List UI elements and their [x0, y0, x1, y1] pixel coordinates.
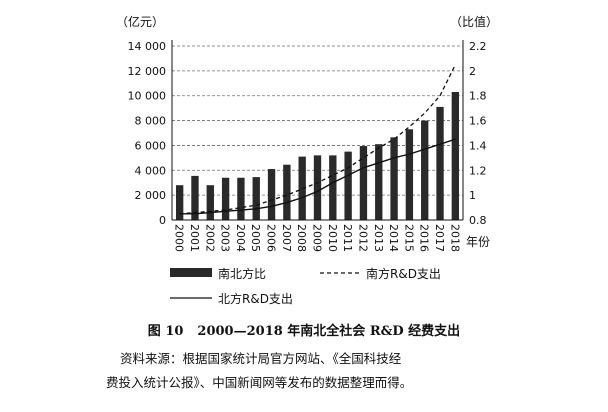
- bar: [283, 164, 291, 220]
- bar: [237, 177, 245, 220]
- left-axis-tick-label: 0: [159, 214, 166, 227]
- bar-series: [175, 91, 460, 220]
- x-axis-tick-label: 2011: [341, 224, 354, 252]
- right-axis-tick-label: 1.2: [469, 164, 487, 177]
- x-axis-tick-label: 2017: [433, 224, 446, 252]
- source-line-2: 费投入统计公报》、中国新闻网等发布的数据整理而得。: [106, 375, 413, 390]
- figure-caption: 图 10 2000—2018 年南北全社会 R&D 经费支出: [0, 320, 608, 339]
- bar: [390, 137, 398, 220]
- left-axis-tick-label: 4 000: [135, 164, 167, 177]
- x-axis-tick-label: 2005: [249, 224, 262, 252]
- right-axis-tick-label: 2.2: [469, 40, 487, 53]
- legend-north-label: 北方R&D支出: [218, 291, 293, 306]
- line-series: [179, 64, 456, 215]
- x-axis-unit: 年份: [466, 235, 490, 249]
- legend-bar-swatch: [170, 268, 212, 277]
- x-axis-tick-label: 2007: [280, 224, 293, 252]
- right-axis-tick-label: 1.4: [469, 139, 487, 152]
- bar: [405, 129, 414, 220]
- x-axis-tick-label: 2010: [326, 224, 339, 252]
- x-axis-tick-label: 2009: [311, 224, 324, 252]
- x-axis-tick-label: 2012: [356, 224, 369, 252]
- legend-bar-label: 南北方比: [218, 266, 266, 281]
- bar: [421, 120, 429, 220]
- south-rd-line: [179, 64, 456, 215]
- right-axis-unit: （比值）: [450, 14, 498, 29]
- x-axis-tick-label: 2016: [418, 224, 431, 252]
- left-axis-tick-label: 10 000: [128, 90, 167, 103]
- legend: 南北方比 南方R&D支出 北方R&D支出: [170, 266, 441, 306]
- bar: [344, 151, 352, 220]
- left-axis-tick-label: 8 000: [135, 115, 167, 128]
- x-axis-tick-label: 2001: [188, 224, 201, 252]
- right-axis-tick-label: 1.6: [469, 115, 487, 128]
- bar: [375, 144, 383, 220]
- legend-south-label: 南方R&D支出: [366, 266, 441, 281]
- right-axis-tick-label: 2: [469, 65, 476, 78]
- x-axis-tick-label: 2008: [295, 224, 308, 252]
- bar: [313, 155, 322, 220]
- right-axis-tick-label: 1: [469, 189, 476, 202]
- bar: [359, 146, 368, 220]
- north-rd-line: [179, 138, 456, 215]
- left-axis-tick-label: 14 000: [128, 40, 167, 53]
- left-axis-tick-label: 6 000: [135, 139, 167, 152]
- x-axis-tick-label: 2018: [448, 224, 461, 252]
- bar: [252, 177, 260, 220]
- source-line-1: 资料来源：根据国家统计局官方网站、《全国科技经: [120, 351, 402, 366]
- figure-title: 2000—2018 年南北全社会 R&D 经费支出: [197, 324, 461, 339]
- bar: [267, 169, 276, 220]
- left-axis-tick-label: 12 000: [128, 65, 167, 78]
- x-axis-tick-label: 2003: [219, 224, 232, 252]
- x-axis-tick-label: 2000: [173, 224, 186, 252]
- bar: [221, 177, 230, 220]
- x-axis-tick-label: 2015: [402, 224, 415, 252]
- bar: [436, 106, 444, 220]
- x-axis-tick-label: 2006: [265, 224, 278, 252]
- figure-number: 图 10: [147, 324, 184, 339]
- right-axis-tick-label: 1.8: [469, 90, 487, 103]
- chart: 0 2 000 4 000 6 000 8 000 10 000 12 000 14 000 0…: [116, 14, 498, 306]
- left-axis-tick-label: 2 000: [135, 189, 167, 202]
- bar: [329, 155, 337, 220]
- x-axis-tick-label: 2013: [372, 224, 385, 252]
- axes: 0 2 000 4 000 6 000 8 000 10 000 12 000 14 000 0…: [128, 40, 487, 252]
- bar: [451, 91, 460, 220]
- right-axis-tick-label: 0.8: [469, 214, 487, 227]
- x-axis-tick-label: 2002: [203, 224, 216, 252]
- source-note: 资料来源：根据国家统计局官方网站、《全国科技经 费投入统计公报》、中国新闻网等发…: [106, 347, 546, 395]
- bar: [206, 185, 214, 220]
- bar: [191, 175, 199, 220]
- bar: [175, 185, 184, 220]
- left-axis-unit: （亿元）: [116, 14, 164, 29]
- x-axis-tick-label: 2014: [387, 224, 400, 252]
- x-axis-tick-label: 2004: [234, 224, 247, 252]
